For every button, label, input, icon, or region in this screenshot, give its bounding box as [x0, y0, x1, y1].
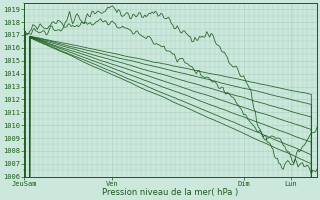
- X-axis label: Pression niveau de la mer( hPa ): Pression niveau de la mer( hPa ): [102, 188, 239, 197]
